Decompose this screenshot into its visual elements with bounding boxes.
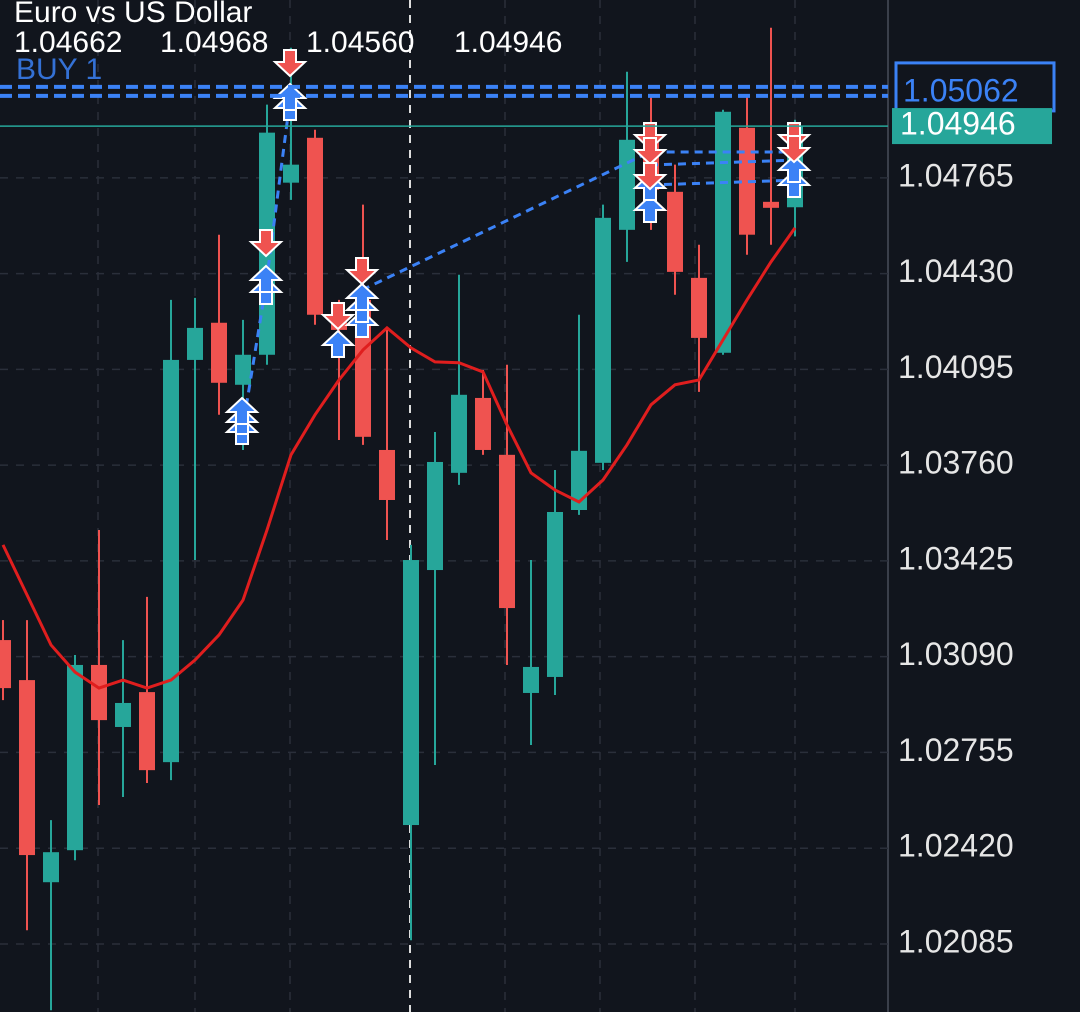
candle-body — [187, 327, 203, 360]
candle-body — [379, 449, 395, 500]
sell-arrow — [632, 122, 668, 151]
arrow-shape — [632, 194, 668, 223]
candle-body — [43, 852, 59, 883]
ohlc-high: 1.04968 — [160, 26, 268, 59]
ohlc-low: 1.04560 — [306, 26, 414, 59]
candle-body — [475, 397, 491, 450]
arrow-shape — [320, 302, 356, 331]
ohlc-header: 1.04662 1.04968 1.04560 1.04946 — [14, 26, 562, 59]
y-tick-label: 1.04430 — [898, 253, 1014, 289]
buy-arrow — [224, 396, 260, 425]
candle-body — [451, 394, 467, 473]
buy-arrow — [248, 264, 284, 293]
candle-body — [619, 139, 635, 230]
trade-link — [649, 158, 801, 167]
candle-body — [667, 191, 683, 272]
candle-body — [67, 664, 83, 851]
sell-arrow — [632, 137, 668, 166]
order-price-label: 1.05062 — [903, 72, 1019, 108]
candle-body — [403, 560, 419, 826]
arrow-shape — [320, 329, 356, 358]
y-tick-label: 1.03760 — [898, 445, 1014, 481]
y-tick-label: 1.04095 — [898, 349, 1014, 385]
candle-body — [211, 322, 227, 383]
candle-body — [115, 702, 131, 727]
arrow-shape — [344, 309, 380, 338]
arrow-shape — [344, 282, 380, 311]
buy-arrow — [776, 154, 812, 183]
arrow-shape — [344, 257, 380, 286]
y-tick-label: 1.03425 — [898, 540, 1014, 576]
y-tick-label: 1.04765 — [898, 157, 1014, 193]
arrow-shape — [248, 264, 284, 293]
sell-arrow — [632, 162, 668, 191]
candle-body — [139, 692, 155, 771]
trade-link — [649, 178, 801, 187]
sell-arrow — [272, 49, 308, 78]
candle-body — [163, 359, 179, 763]
trade-links — [242, 99, 801, 421]
candle-body — [523, 666, 539, 693]
moving-average — [1, 226, 797, 690]
candle-body — [739, 127, 755, 235]
candle-body — [427, 461, 443, 571]
candle-body — [235, 354, 251, 385]
buy-arrow — [344, 309, 380, 338]
sell-arrow — [248, 229, 284, 258]
last-price-box — [892, 108, 1052, 145]
buy-arrow — [320, 329, 356, 358]
arrow-shape — [776, 154, 812, 183]
arrow-shape — [632, 122, 668, 151]
arrow-shape — [632, 162, 668, 191]
order-label: BUY 1 — [16, 53, 102, 86]
sell-arrow — [320, 302, 356, 331]
y-tick-label: 1.02085 — [898, 923, 1014, 959]
candle-body — [547, 512, 563, 677]
candle-body — [595, 217, 611, 463]
candle-body — [691, 277, 707, 338]
candle-body — [307, 137, 323, 315]
arrow-shape — [632, 137, 668, 166]
y-tick-label: 1.02755 — [898, 732, 1014, 768]
candle-body — [283, 164, 299, 183]
buy-arrow — [632, 194, 668, 223]
sell-arrow — [776, 135, 812, 164]
candle-body — [571, 450, 587, 511]
arrow-shape — [272, 49, 308, 78]
arrow-shape — [776, 169, 812, 198]
candle-body — [0, 640, 11, 689]
arrow-shape — [224, 396, 260, 425]
candle-body — [499, 454, 515, 609]
sell-arrow — [344, 257, 380, 286]
chart-title: Euro vs US Dollar — [14, 0, 252, 29]
y-tick-label: 1.02420 — [898, 828, 1014, 864]
buy-arrow — [344, 282, 380, 311]
candle-body — [763, 201, 779, 208]
ohlc-close: 1.04946 — [454, 26, 562, 59]
trade-link — [242, 99, 292, 421]
candle-body — [19, 680, 35, 856]
arrow-shape — [776, 135, 812, 164]
buy-arrow — [776, 169, 812, 198]
ohlc-open: 1.04662 — [14, 26, 122, 59]
last-price-label: 1.04946 — [900, 106, 1016, 142]
y-tick-label: 1.03090 — [898, 636, 1014, 672]
arrow-shape — [248, 229, 284, 258]
candle-body — [715, 111, 731, 353]
candle-body — [91, 664, 107, 721]
